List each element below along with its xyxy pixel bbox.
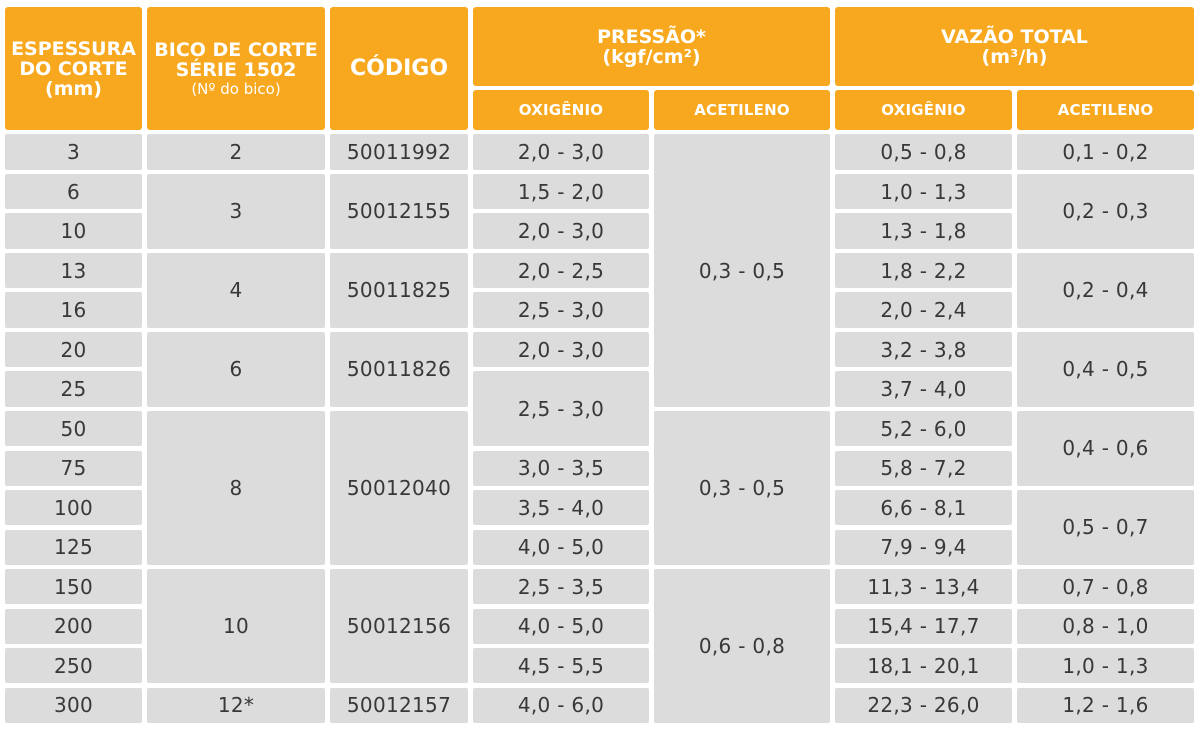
header-vazao: VAZÃO TOTAL (m³/h) [835,7,1194,86]
codigo-cell: 50011826 [330,331,468,407]
vazao-acetileno-cell: 1,0 - 1,3 [1017,648,1194,684]
header-codigo: CÓDIGO [330,7,468,131]
bico-cell: 10 [147,569,325,684]
espessura-cell: 75 [5,450,142,486]
espessura-cell: 16 [5,292,142,328]
vazao-oxigenio-cell: 22,3 - 26,0 [835,687,1012,723]
vazao-acetileno-cell: 0,2 - 0,4 [1017,252,1194,328]
codigo-cell: 50012040 [330,410,468,565]
header-bico-line3: (Nº do bico) [191,79,281,98]
pressao-oxigenio-cell: 3,0 - 3,5 [473,450,649,486]
vazao-acetileno-cell: 0,4 - 0,6 [1017,410,1194,486]
header-espessura-line2: DO CORTE [19,57,128,80]
header-vazao-oxigenio: OXIGÊNIO [835,90,1012,131]
espessura-cell: 150 [5,569,142,605]
pressao-acetileno-cell: 0,6 - 0,8 [654,569,830,723]
espessura-cell: 6 [5,173,142,210]
pressao-oxigenio-cell: 4,5 - 5,5 [473,648,649,684]
vazao-oxigenio-cell: 7,9 - 9,4 [835,529,1012,565]
vazao-oxigenio-cell: 2,0 - 2,4 [835,292,1012,328]
espessura-cell: 50 [5,410,142,447]
header-pressao-oxigenio: OXIGÊNIO [473,90,649,131]
pressao-oxigenio-cell: 2,5 - 3,0 [473,292,649,328]
codigo-cell: 50012157 [330,687,468,723]
bico-cell: 2 [147,134,325,170]
vazao-oxigenio-cell: 1,8 - 2,2 [835,252,1012,289]
bico-cell: 3 [147,173,325,249]
vazao-oxigenio-cell: 5,2 - 6,0 [835,410,1012,447]
header-pressao-line1: PRESSÃO* [597,25,706,48]
header-espessura-line3: (mm) [45,77,102,100]
vazao-acetileno-cell: 0,5 - 0,7 [1017,490,1194,565]
pressao-oxigenio-cell: 1,5 - 2,0 [473,173,649,210]
header-vazao-line1: VAZÃO TOTAL [941,25,1088,48]
pressao-oxigenio-cell: 2,0 - 3,0 [473,213,649,249]
header-vazao-acetileno: ACETILENO [1017,90,1194,131]
espessura-cell: 25 [5,371,142,407]
pressao-acetileno-cell: 0,3 - 0,5 [654,410,830,565]
espessura-cell: 10 [5,213,142,249]
cutting-tip-table: ESPESSURA DO CORTE (mm) BICO DE CORTE SÉ… [5,7,1194,723]
header-vazao-line2: (m³/h) [981,45,1048,68]
vazao-oxigenio-cell: 0,5 - 0,8 [835,134,1012,170]
vazao-acetileno-cell: 0,7 - 0,8 [1017,569,1194,605]
vazao-acetileno-cell: 0,1 - 0,2 [1017,134,1194,170]
vazao-acetileno-cell: 0,8 - 1,0 [1017,608,1194,644]
bico-cell: 6 [147,331,325,407]
pressao-acetileno-cell: 0,3 - 0,5 [654,134,830,407]
pressao-oxigenio-cell: 2,5 - 3,5 [473,569,649,605]
vazao-oxigenio-cell: 1,0 - 1,3 [835,173,1012,210]
pressao-oxigenio-cell: 2,0 - 3,0 [473,331,649,368]
header-bico-line2: SÉRIE 1502 [175,58,297,81]
bico-cell: 12* [147,687,325,723]
pressao-oxigenio-cell: 2,0 - 2,5 [473,252,649,289]
vazao-oxigenio-cell: 3,2 - 3,8 [835,331,1012,368]
codigo-cell: 50011825 [330,252,468,328]
espessura-cell: 3 [5,134,142,170]
vazao-oxigenio-cell: 1,3 - 1,8 [835,213,1012,249]
codigo-cell: 50011992 [330,134,468,170]
pressao-oxigenio-cell: 4,0 - 5,0 [473,608,649,644]
vazao-oxigenio-cell: 5,8 - 7,2 [835,450,1012,486]
header-bico-line1: BICO DE CORTE [154,38,318,61]
pressao-oxigenio-cell: 4,0 - 6,0 [473,687,649,723]
vazao-oxigenio-cell: 18,1 - 20,1 [835,648,1012,684]
espessura-cell: 200 [5,608,142,644]
header-bico: BICO DE CORTE SÉRIE 1502 (Nº do bico) [147,7,325,131]
espessura-cell: 125 [5,529,142,565]
pressao-oxigenio-cell: 3,5 - 4,0 [473,490,649,526]
espessura-cell: 300 [5,687,142,723]
bico-cell: 8 [147,410,325,565]
header-pressao: PRESSÃO* (kgf/cm²) [473,7,830,86]
pressao-oxigenio-cell: 2,5 - 3,0 [473,371,649,447]
vazao-acetileno-cell: 0,4 - 0,5 [1017,331,1194,407]
vazao-acetileno-cell: 1,2 - 1,6 [1017,687,1194,723]
vazao-oxigenio-cell: 6,6 - 8,1 [835,490,1012,526]
espessura-cell: 13 [5,252,142,289]
header-codigo-label: CÓDIGO [349,55,449,81]
header-espessura-line1: ESPESSURA [11,37,136,60]
header-espessura: ESPESSURA DO CORTE (mm) [5,7,142,131]
vazao-oxigenio-cell: 11,3 - 13,4 [835,569,1012,605]
vazao-oxigenio-cell: 3,7 - 4,0 [835,371,1012,407]
pressao-oxigenio-cell: 4,0 - 5,0 [473,529,649,565]
espessura-cell: 20 [5,331,142,368]
vazao-acetileno-cell: 0,2 - 0,3 [1017,173,1194,249]
codigo-cell: 50012155 [330,173,468,249]
bico-cell: 4 [147,252,325,328]
header-pressao-line2: (kgf/cm²) [602,45,701,68]
pressao-oxigenio-cell: 2,0 - 3,0 [473,134,649,170]
vazao-oxigenio-cell: 15,4 - 17,7 [835,608,1012,644]
espessura-cell: 250 [5,648,142,684]
espessura-cell: 100 [5,490,142,526]
header-pressao-acetileno: ACETILENO [654,90,830,131]
codigo-cell: 50012156 [330,569,468,684]
